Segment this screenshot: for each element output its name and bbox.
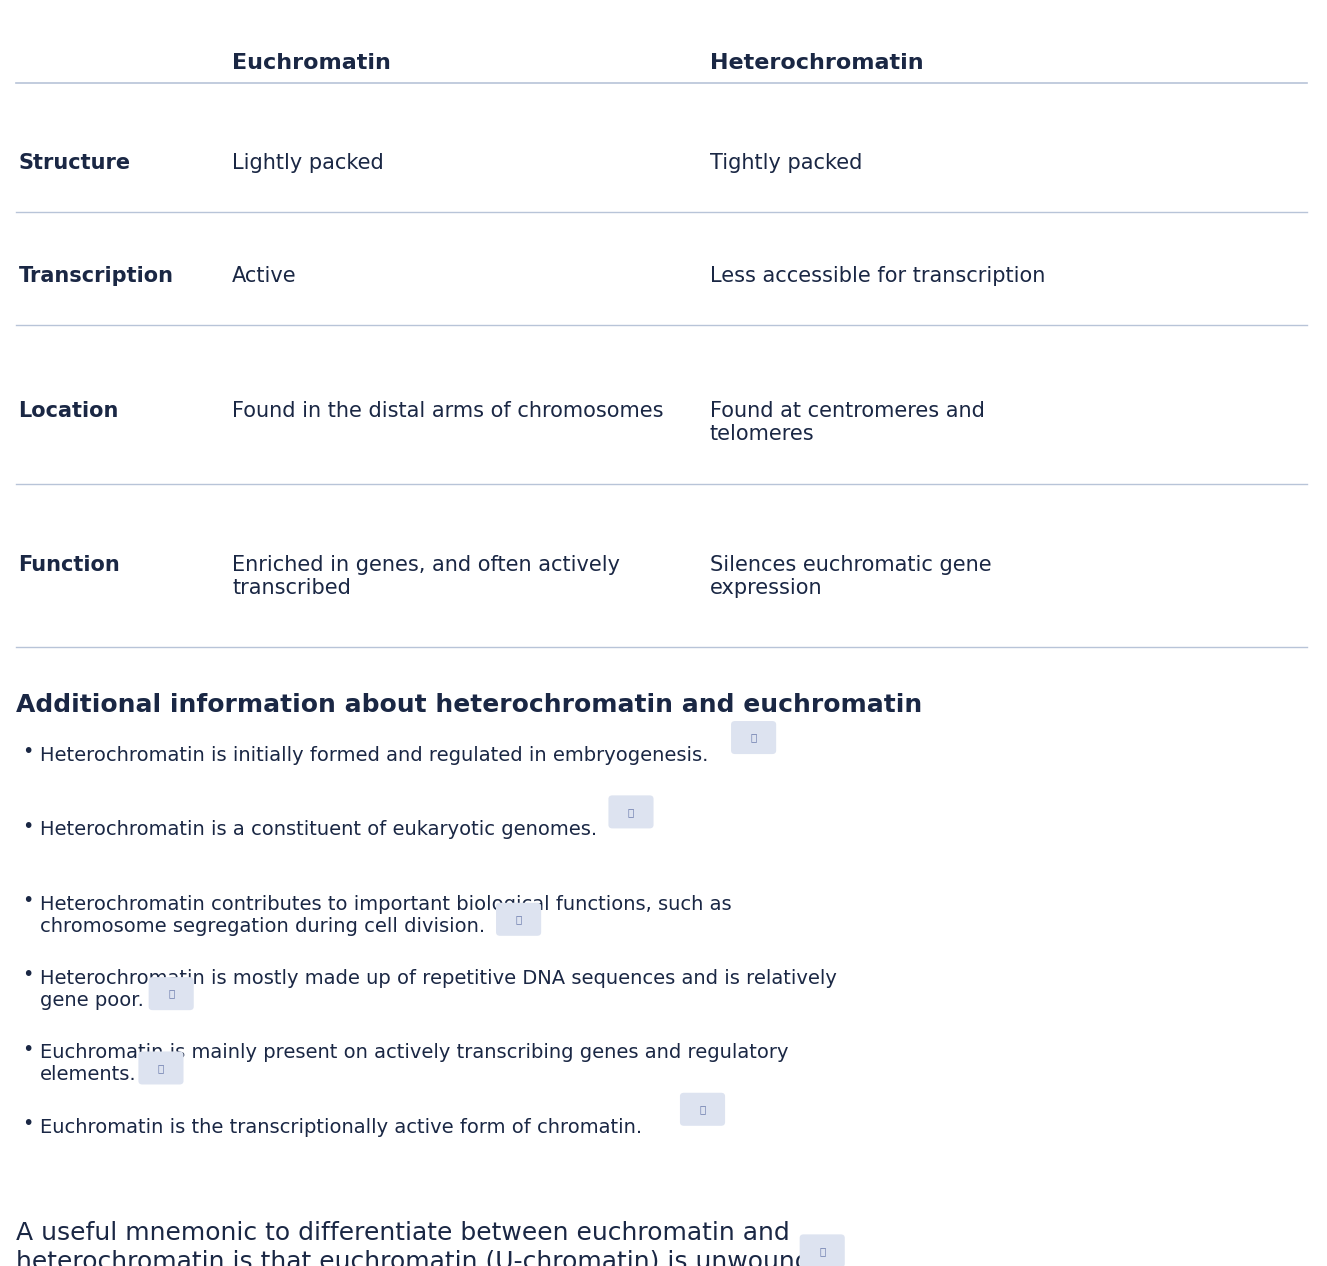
Text: Heterochromatin is a constituent of eukaryotic genomes.: Heterochromatin is a constituent of euka… [40, 820, 597, 839]
Text: Function: Function [19, 555, 121, 575]
Text: 🔗: 🔗 [169, 989, 174, 999]
Text: Location: Location [19, 401, 119, 422]
Text: •: • [23, 742, 35, 761]
FancyBboxPatch shape [149, 977, 194, 1010]
Text: Heterochromatin contributes to important biological functions, such as
chromosom: Heterochromatin contributes to important… [40, 895, 731, 936]
Text: •: • [23, 891, 35, 910]
Text: Heterochromatin is initially formed and regulated in embryogenesis.: Heterochromatin is initially formed and … [40, 746, 709, 765]
Text: 🔗: 🔗 [751, 733, 756, 743]
Text: Found at centromeres and
telomeres: Found at centromeres and telomeres [710, 401, 985, 444]
Text: •: • [23, 1039, 35, 1058]
Text: Active: Active [232, 266, 297, 286]
Text: Less accessible for transcription: Less accessible for transcription [710, 266, 1046, 286]
Text: •: • [23, 1114, 35, 1133]
Text: A useful mnemonic to differentiate between euchromatin and
heterochromatin is th: A useful mnemonic to differentiate betwe… [16, 1222, 819, 1266]
Text: •: • [23, 817, 35, 836]
Text: Euchromatin is the transcriptionally active form of chromatin.: Euchromatin is the transcriptionally act… [40, 1118, 642, 1137]
Text: Structure: Structure [19, 153, 130, 173]
FancyBboxPatch shape [496, 903, 541, 936]
Text: 🔗: 🔗 [628, 806, 634, 817]
Text: Euchromatin: Euchromatin [232, 53, 391, 73]
Text: 🔗: 🔗 [819, 1246, 825, 1256]
Text: •: • [23, 965, 35, 984]
Text: Transcription: Transcription [19, 266, 174, 286]
Text: Found in the distal arms of chromosomes: Found in the distal arms of chromosomes [232, 401, 664, 422]
Text: 🔗: 🔗 [158, 1063, 165, 1074]
FancyBboxPatch shape [138, 1052, 183, 1085]
FancyBboxPatch shape [800, 1234, 845, 1266]
Text: Heterochromatin: Heterochromatin [710, 53, 924, 73]
Text: Enriched in genes, and often actively
transcribed: Enriched in genes, and often actively tr… [232, 555, 620, 598]
Text: Lightly packed: Lightly packed [232, 153, 384, 173]
Text: Additional information about heterochromatin and euchromatin: Additional information about heterochrom… [16, 693, 922, 717]
Text: 🔗: 🔗 [515, 914, 522, 924]
Text: Euchromatin is mainly present on actively transcribing genes and regulatory
elem: Euchromatin is mainly present on activel… [40, 1043, 788, 1084]
Text: Heterochromatin is mostly made up of repetitive DNA sequences and is relatively
: Heterochromatin is mostly made up of rep… [40, 968, 837, 1010]
Text: Silences euchromatic gene
expression: Silences euchromatic gene expression [710, 555, 991, 598]
Text: 🔗: 🔗 [699, 1104, 706, 1114]
FancyBboxPatch shape [609, 795, 653, 828]
Text: Tightly packed: Tightly packed [710, 153, 863, 173]
FancyBboxPatch shape [679, 1093, 725, 1125]
FancyBboxPatch shape [731, 722, 776, 755]
